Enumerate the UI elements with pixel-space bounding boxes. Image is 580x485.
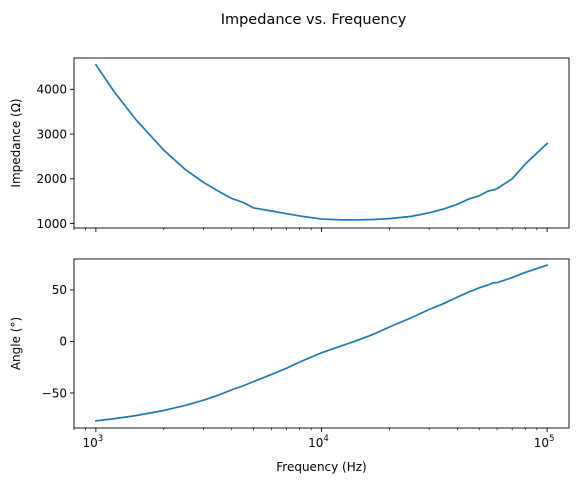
x-tick-base: 10 <box>534 436 549 450</box>
y-axis-label: Angle (°) <box>9 317 23 370</box>
y-tick-label: 1000 <box>36 217 67 231</box>
series-line <box>94 63 549 221</box>
impedance-panel: 1000 2000 3000 4000 Impedance (Ω) <box>9 57 570 232</box>
x-axis-label: Frequency (Hz) <box>276 460 367 474</box>
chart-title: Impedance vs. Frequency <box>221 12 407 28</box>
y-tick-label: 3000 <box>36 127 67 141</box>
x-tick-label: 103 <box>83 434 104 450</box>
x-tick-base: 10 <box>83 436 98 450</box>
y-tick-label: −50 <box>42 386 67 400</box>
y-tick-label: 4000 <box>36 83 67 97</box>
y-tick-label: 50 <box>52 283 67 297</box>
x-tick-label: 105 <box>534 434 555 450</box>
y-tick-label: 2000 <box>36 172 67 186</box>
x-tick-label: 104 <box>308 434 329 450</box>
series-line <box>94 264 549 422</box>
x-tick-base: 10 <box>308 436 323 450</box>
y-tick-label: 0 <box>59 335 67 349</box>
x-tick-exponent: 5 <box>549 434 554 444</box>
x-tick-exponent: 3 <box>98 434 103 444</box>
x-tick-exponent: 4 <box>323 434 328 444</box>
y-axis-label: Impedance (Ω) <box>9 98 23 187</box>
